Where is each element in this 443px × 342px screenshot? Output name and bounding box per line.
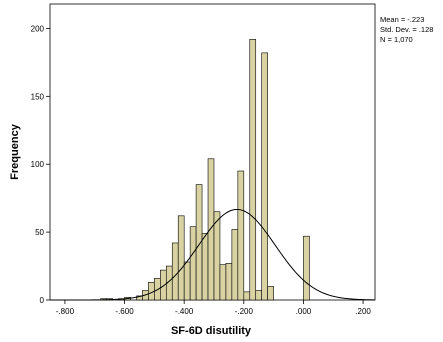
x-tick-label: .000 <box>296 307 312 316</box>
histogram-bar <box>261 52 268 301</box>
histogram-bar <box>255 290 262 301</box>
y-axis-title: Frequency <box>9 123 21 180</box>
histogram-bar <box>154 277 161 301</box>
y-tick-label: 100 <box>31 160 45 169</box>
y-tick-label: 50 <box>35 228 44 237</box>
histogram-bar <box>183 261 191 301</box>
y-tick-label: 200 <box>31 24 45 33</box>
histogram-bars <box>100 39 310 301</box>
histogram-bar <box>303 235 310 301</box>
histogram-bar <box>219 264 227 301</box>
stats-std-dev: Std. Dev. = .128 <box>380 25 433 34</box>
x-tick-label: -.600 <box>115 307 134 316</box>
histogram-bar <box>207 158 215 301</box>
x-tick-label: -.800 <box>56 307 75 316</box>
histogram-bar <box>160 269 167 301</box>
histogram-bar <box>189 226 197 301</box>
x-axis-title: SF-6D disutility <box>171 325 252 337</box>
histogram-bar <box>237 170 245 301</box>
histogram-bar <box>243 291 251 301</box>
histogram-bar <box>213 211 221 301</box>
y-tick-label: 0 <box>40 296 45 305</box>
y-axis: 0 50 100 150 200 <box>31 24 50 305</box>
x-axis: -.800 -.600 -.400 -.200 .000 .200 <box>56 300 371 316</box>
histogram-bar <box>201 233 209 301</box>
x-tick-label: -.200 <box>235 307 254 316</box>
histogram-bar <box>267 286 274 301</box>
histogram-bar <box>225 263 233 301</box>
x-tick-label: -.400 <box>175 307 194 316</box>
x-tick-label: .200 <box>355 307 371 316</box>
y-tick-label: 150 <box>31 92 45 101</box>
histogram-bar <box>171 242 179 301</box>
stats-mean: Mean = -.223 <box>380 15 424 24</box>
normal-curve <box>50 208 376 301</box>
stats-legend: Mean = -.223 Std. Dev. = .128 N = 1,070 <box>380 15 433 44</box>
stats-n: N = 1,070 <box>380 35 413 44</box>
histogram-bar <box>177 215 185 301</box>
histogram-bar <box>231 229 239 301</box>
histogram-bar <box>249 39 257 301</box>
